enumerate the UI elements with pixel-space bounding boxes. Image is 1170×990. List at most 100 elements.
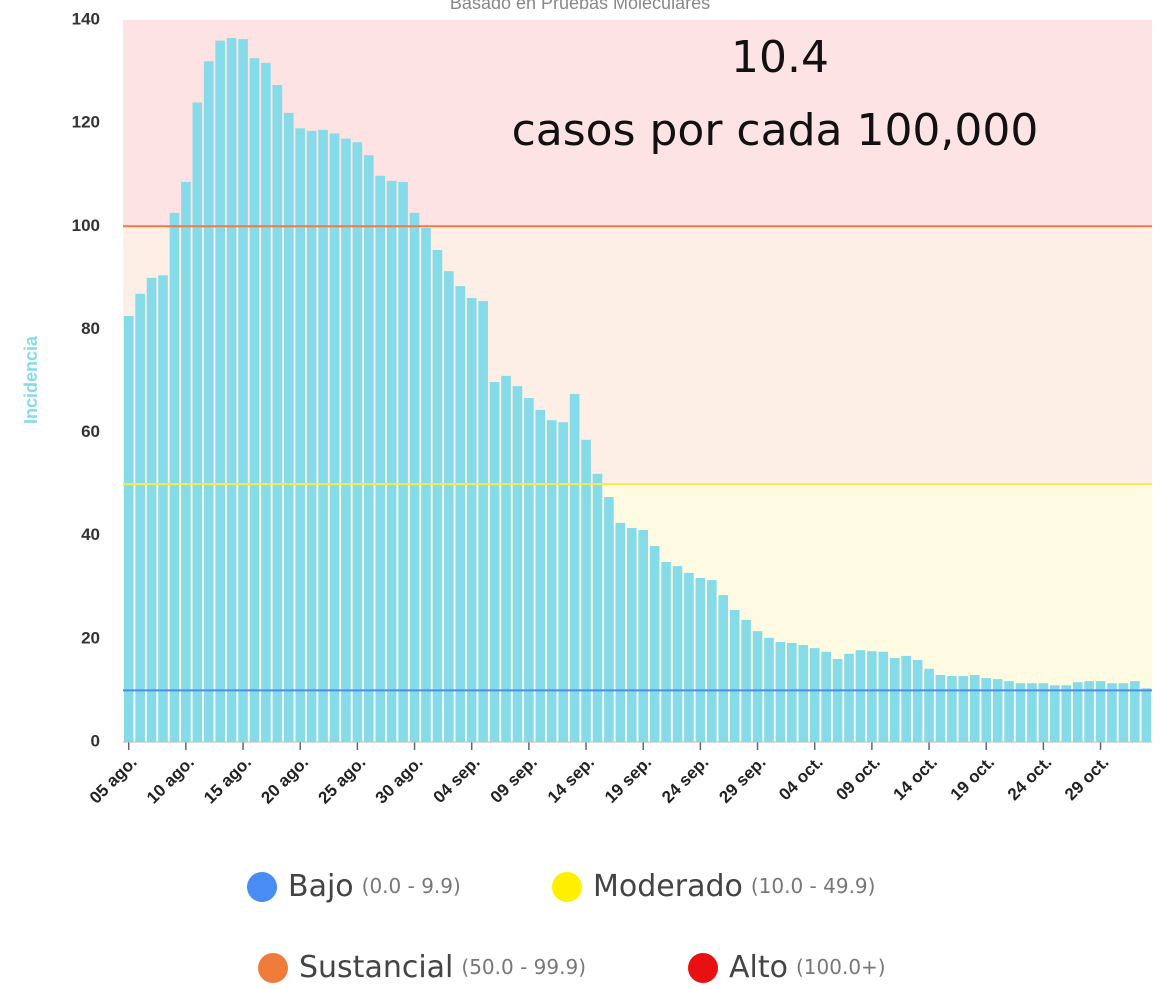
bar (729, 609, 740, 742)
plot-area (123, 20, 1152, 743)
risk-band (123, 20, 1152, 227)
x-tick-label: 29 sep. (715, 753, 769, 807)
bar (1038, 683, 1049, 742)
bar (1141, 688, 1152, 742)
bar (535, 409, 546, 742)
bar (203, 61, 214, 742)
y-tick-label: 140 (72, 9, 100, 28)
bar (501, 375, 511, 742)
bar (123, 316, 134, 742)
y-tick-label: 60 (81, 422, 100, 441)
x-tick-label: 24 sep. (658, 753, 712, 807)
bar (569, 393, 580, 742)
bar (912, 660, 923, 742)
bar (672, 566, 683, 742)
x-tick-label: 30 ago. (372, 753, 427, 808)
legend-swatch (247, 872, 277, 902)
y-tick-label: 40 (81, 525, 100, 544)
bar (478, 301, 488, 742)
bar (958, 675, 969, 742)
bar (901, 655, 911, 742)
chart-subtitle: Basado en Pruebas Moleculares (450, 0, 710, 13)
bar (261, 62, 271, 743)
x-tick-label: 14 oct. (890, 753, 942, 805)
bar (855, 650, 866, 742)
bar (1118, 683, 1129, 742)
x-tick-label: 09 oct. (832, 753, 884, 805)
bar (1027, 683, 1037, 742)
bar (1084, 681, 1094, 742)
x-tick-label: 05 ago. (86, 753, 141, 808)
annotation: casos por cada 100,000 (512, 105, 1039, 156)
bar (295, 128, 306, 743)
x-tick-label: 15 ago. (200, 753, 255, 808)
bar (867, 651, 877, 742)
bar (992, 679, 1003, 742)
bar (158, 275, 168, 742)
bar (432, 250, 443, 742)
bar (626, 527, 637, 742)
bar (512, 386, 523, 742)
bar (924, 668, 934, 742)
bar (832, 658, 843, 742)
bar (386, 180, 397, 743)
bar (169, 212, 180, 742)
bar (741, 619, 751, 742)
bar (352, 142, 363, 742)
bar (364, 155, 374, 743)
legend-name: Alto (729, 950, 788, 985)
legend-name: Bajo (288, 869, 354, 904)
bar (1072, 682, 1083, 742)
legend-swatch (258, 953, 288, 983)
bar (947, 675, 957, 742)
bar (341, 138, 351, 743)
bar (272, 84, 283, 743)
bar (146, 277, 157, 742)
bar (409, 212, 420, 742)
bar (775, 641, 786, 742)
bar (1015, 683, 1026, 742)
x-tick-label: 10 ago. (143, 753, 198, 808)
risk-band (123, 484, 1152, 691)
bar (192, 102, 203, 742)
bar (466, 297, 477, 742)
bar (455, 286, 466, 742)
bar (638, 530, 649, 742)
x-tick-label: 25 ago. (315, 753, 370, 808)
legend-label: Sustancial (50.0 - 99.9) (299, 950, 586, 985)
x-tick-label: 04 oct. (775, 753, 827, 805)
bar (444, 271, 454, 742)
bar (981, 678, 992, 742)
bar (238, 39, 248, 743)
legend-range: (50.0 - 99.9) (461, 955, 586, 979)
bar (615, 522, 626, 742)
bar (1095, 681, 1106, 742)
bar (787, 642, 797, 742)
legend-name: Sustancial (299, 950, 453, 985)
bar (844, 653, 854, 742)
bar (489, 382, 500, 742)
bar (306, 130, 317, 743)
x-tick-label: 24 oct. (1004, 753, 1056, 805)
bar (661, 562, 671, 742)
legend-label: Bajo (0.0 - 9.9) (288, 869, 461, 904)
bar (524, 398, 534, 742)
y-axis-title: Incidencia (21, 335, 41, 424)
bar (684, 572, 694, 742)
bar (581, 439, 591, 742)
y-tick-label: 0 (91, 731, 100, 750)
legend-label: Alto (100.0+) (729, 950, 886, 985)
x-tick-label: 20 ago. (257, 753, 312, 808)
bar (135, 293, 145, 742)
bar (1130, 681, 1140, 742)
bar (718, 595, 729, 742)
bar (798, 645, 809, 742)
x-tick-label: 04 sep. (430, 753, 484, 807)
legend-swatch (552, 872, 582, 902)
bar (878, 651, 889, 742)
bar (1004, 681, 1014, 742)
annotation: 10.4 (731, 32, 829, 83)
bar (649, 546, 660, 742)
legend-swatch (688, 953, 718, 983)
